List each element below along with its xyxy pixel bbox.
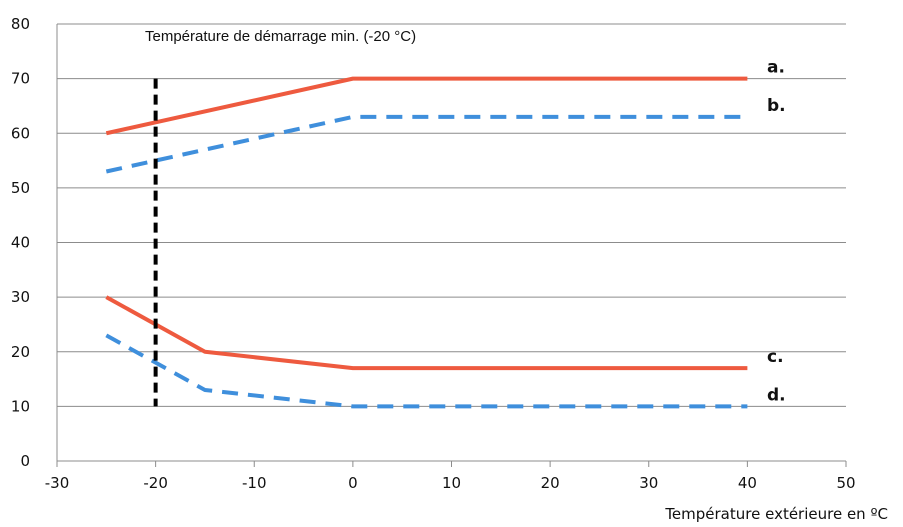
x-tick-label: -10 <box>242 474 267 492</box>
y-tick-label: 60 <box>11 124 30 142</box>
annotation: Température de démarrage min. (-20 °C) <box>145 28 416 407</box>
x-tick-label: 20 <box>541 474 560 492</box>
series-line-d <box>105 333 748 409</box>
x-tick-label: 50 <box>836 474 855 492</box>
grid <box>57 23 846 407</box>
x-tick-label: 10 <box>442 474 461 492</box>
x-tick-label: 40 <box>738 474 757 492</box>
series-label-d: d. <box>767 385 786 405</box>
x-tick-label: 30 <box>639 474 658 492</box>
series-labels: a. b. c. d. <box>767 58 786 406</box>
x-tick-label: 0 <box>348 474 358 492</box>
y-tick-label: 0 <box>20 452 30 470</box>
y-tick-label: 20 <box>11 343 30 361</box>
series-label-a: a. <box>767 58 785 78</box>
y-tick-label: 70 <box>11 70 30 88</box>
series-line-c <box>105 295 748 371</box>
series-label-b: b. <box>767 96 786 116</box>
series-line-a <box>105 76 748 136</box>
annotation-label: Température de démarrage min. (-20 °C) <box>145 28 416 45</box>
y-tick-label: 80 <box>11 15 30 33</box>
y-tick-label: 50 <box>11 179 30 197</box>
x-axis-label: Température extérieure en ºC <box>664 505 888 523</box>
x-tick-label: -20 <box>143 474 168 492</box>
axes <box>56 24 847 467</box>
y-tick-label: 10 <box>11 397 30 415</box>
y-tick-label: 40 <box>11 234 30 252</box>
series-line-b <box>105 114 748 174</box>
tick-labels: 0 10 20 30 40 50 60 70 80 -30 -20 -10 0 10 20 30 40 50 <box>11 15 856 492</box>
x-tick-label: -30 <box>45 474 70 492</box>
y-tick-label: 30 <box>11 288 30 306</box>
series-label-c: c. <box>767 347 784 367</box>
